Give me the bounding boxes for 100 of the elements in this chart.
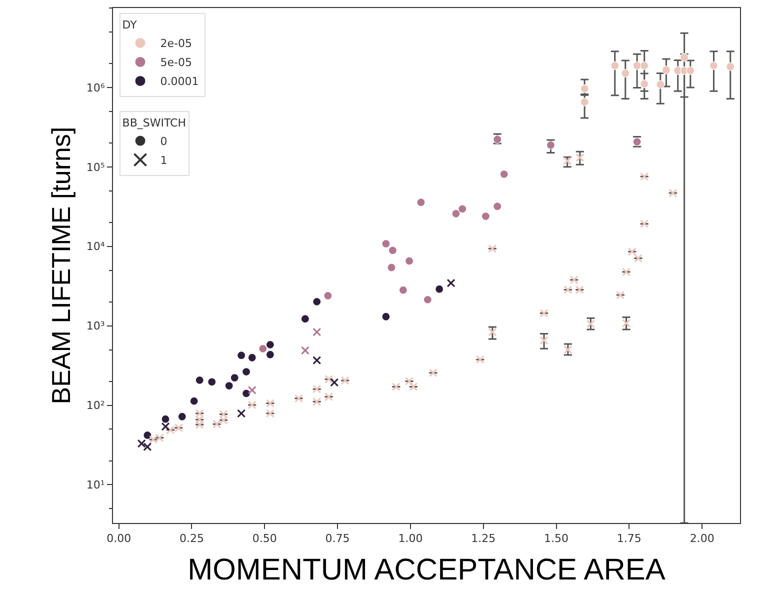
point xyxy=(680,53,689,62)
point xyxy=(230,373,239,382)
point xyxy=(446,278,456,288)
x-axis-title: MOMENTUM ACCEPTANCE AREA xyxy=(188,554,666,587)
point xyxy=(266,350,274,359)
point xyxy=(312,297,322,306)
point xyxy=(546,140,556,150)
point xyxy=(212,420,222,428)
point xyxy=(143,430,152,440)
point xyxy=(324,392,334,402)
point xyxy=(330,378,339,387)
point xyxy=(324,374,334,384)
point xyxy=(237,351,246,360)
point xyxy=(493,202,502,211)
point xyxy=(195,415,204,424)
point xyxy=(219,416,228,424)
point xyxy=(195,376,204,384)
x-tick-label: 1.25 xyxy=(471,532,496,546)
point xyxy=(570,276,578,284)
point xyxy=(392,382,400,392)
point xyxy=(266,398,274,408)
point xyxy=(622,268,631,276)
point xyxy=(195,420,204,429)
point xyxy=(340,376,350,385)
y-tick-label: 10³ xyxy=(86,320,105,333)
point xyxy=(540,336,548,345)
point xyxy=(387,263,396,272)
legend-label: 5e-05 xyxy=(160,56,192,70)
point xyxy=(656,80,665,89)
legend-label: 0 xyxy=(160,135,168,148)
x-tick-label: 2.00 xyxy=(690,532,714,546)
point xyxy=(312,397,322,406)
point xyxy=(242,389,251,398)
point xyxy=(476,355,484,364)
point xyxy=(294,394,304,403)
point xyxy=(237,409,246,418)
point xyxy=(388,246,397,255)
point xyxy=(398,286,408,294)
point xyxy=(161,414,170,424)
x-tick-label: 0.50 xyxy=(252,532,277,546)
point xyxy=(610,61,620,70)
legend-label: 1 xyxy=(160,154,168,168)
point xyxy=(190,396,198,406)
point xyxy=(382,239,390,248)
point xyxy=(248,400,256,410)
point xyxy=(312,328,322,336)
point xyxy=(640,61,649,70)
point xyxy=(726,62,735,71)
point xyxy=(242,367,251,376)
y-tick-label: 10⁴ xyxy=(86,240,106,254)
point xyxy=(640,80,649,88)
point xyxy=(195,409,204,418)
point xyxy=(458,204,467,214)
point xyxy=(580,98,589,106)
y-tick-label: 10¹ xyxy=(86,478,105,492)
point xyxy=(208,378,216,386)
point xyxy=(266,340,274,349)
point xyxy=(382,312,390,321)
x-tick-label: 0.75 xyxy=(325,532,350,546)
point xyxy=(662,66,671,74)
point xyxy=(404,256,414,266)
point xyxy=(634,254,643,263)
point xyxy=(266,409,274,418)
point xyxy=(219,410,228,419)
point xyxy=(428,368,438,378)
point xyxy=(640,220,649,228)
point xyxy=(300,346,310,355)
point xyxy=(452,209,460,218)
point xyxy=(248,386,256,394)
y-axis-title: BEAM LIFETIME [turns] xyxy=(46,126,76,404)
point xyxy=(668,188,678,198)
x-tick-label: 1.00 xyxy=(398,532,423,546)
text: DY xyxy=(122,18,137,32)
point xyxy=(258,344,268,353)
point xyxy=(563,156,572,166)
point xyxy=(632,61,642,70)
point xyxy=(540,308,548,318)
point xyxy=(178,412,186,421)
point xyxy=(488,328,497,336)
x-tick-label: 0.25 xyxy=(179,532,204,546)
point xyxy=(161,422,170,431)
x-tick-label: 1.50 xyxy=(544,532,569,546)
point xyxy=(300,314,310,324)
y-tick-label: 10² xyxy=(86,399,105,412)
point xyxy=(564,286,572,294)
x-tick-label: 0.00 xyxy=(106,532,132,546)
point xyxy=(575,286,584,294)
point xyxy=(500,170,508,178)
point xyxy=(435,284,444,294)
text: BB_SWITCH xyxy=(122,116,186,130)
point xyxy=(312,356,322,365)
y-tick-label: 10⁶ xyxy=(86,81,106,94)
point xyxy=(686,66,695,75)
point xyxy=(416,198,426,207)
y-tick-label: 10⁵ xyxy=(86,160,105,174)
x-tick-label: 1.75 xyxy=(616,532,642,546)
legend-label: 2e-05 xyxy=(160,37,192,50)
point xyxy=(324,291,332,300)
point xyxy=(640,172,649,181)
point xyxy=(404,376,414,386)
